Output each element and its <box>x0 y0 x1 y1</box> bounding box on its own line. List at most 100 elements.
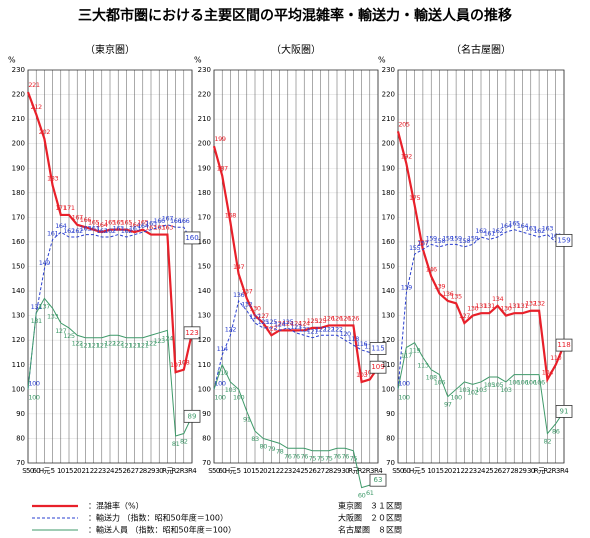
value-label: 163 <box>129 225 140 233</box>
value-label: 108 <box>178 359 189 367</box>
value-label: 166 <box>178 217 189 225</box>
value-label: 162 <box>63 227 74 235</box>
value-label: 122 <box>145 339 156 347</box>
y-tick-label: 110 <box>12 361 25 369</box>
y-tick-label: 150 <box>12 263 25 271</box>
y-tick-label: 230 <box>382 66 395 74</box>
value-label: 124 <box>274 320 285 328</box>
y-tick-label: 80 <box>16 434 25 442</box>
value-label: 159 <box>467 234 478 242</box>
value-label: 60 <box>358 492 366 500</box>
y-tick-label: 210 <box>198 115 211 123</box>
value-label: 110 <box>550 354 561 362</box>
value-label: 86 <box>552 428 560 436</box>
value-label: 134 <box>492 295 503 303</box>
y-tick-label: 110 <box>382 361 395 369</box>
value-label: 126 <box>340 314 351 322</box>
value-label: 78 <box>276 447 284 455</box>
value-label: 91 <box>243 415 251 423</box>
x-tick-label: 15 <box>65 467 73 475</box>
x-tick-label: R2 <box>358 467 366 475</box>
value-label: 125 <box>282 318 293 326</box>
y-tick-label: 140 <box>382 287 395 295</box>
value-label: 165 <box>121 219 132 227</box>
y-tick-label: 150 <box>198 263 211 271</box>
value-label: 108 <box>426 374 437 382</box>
value-label: 167 <box>72 214 83 222</box>
value-label: 165 <box>145 220 156 228</box>
value-label: 126 <box>348 314 359 322</box>
x-tick-label: S50 <box>208 467 220 475</box>
value-box <box>369 342 387 355</box>
value-label: 104 <box>542 368 553 376</box>
x-tick-label: R3 <box>180 467 188 475</box>
x-tick-label: 60 <box>218 467 226 475</box>
x-tick-label: 25 <box>300 467 308 475</box>
x-tick-label: 22 <box>90 467 98 475</box>
value-label: 100 <box>214 379 225 387</box>
value-label: 132 <box>533 300 544 308</box>
value-label: 100 <box>450 393 461 401</box>
value-label: 139 <box>434 283 445 291</box>
value-label: 121 <box>129 342 140 350</box>
value-label: 221 <box>28 81 39 89</box>
value-label: 125 <box>266 318 277 326</box>
value-label: 100 <box>214 393 225 401</box>
y-unit: % <box>8 56 16 65</box>
y-tick-label: 160 <box>382 238 395 246</box>
x-tick-label: 23 <box>284 467 292 475</box>
value-box <box>555 405 573 418</box>
y-tick-label: 190 <box>382 164 395 172</box>
value-label: 131 <box>509 302 520 310</box>
value-label: 100 <box>398 379 409 387</box>
x-tick-label: 24 <box>106 467 115 475</box>
x-tick-label: H元 <box>39 467 51 475</box>
y-tick-label: 80 <box>202 434 211 442</box>
x-tick-label: R3 <box>366 467 374 475</box>
y-tick-label: 100 <box>382 385 395 393</box>
value-label: 76 <box>292 452 300 460</box>
value-label: 163 <box>162 224 173 232</box>
value-label: 103 <box>459 386 470 394</box>
x-tick-label: R4 <box>374 467 383 475</box>
value-label: 164 <box>96 221 107 229</box>
plot-frame <box>27 69 193 464</box>
value-label: 164 <box>129 221 140 229</box>
y-tick-label: 70 <box>202 459 211 467</box>
value-label: 137 <box>241 287 252 295</box>
value-label: 110 <box>217 369 228 377</box>
x-tick-label: 28 <box>510 467 518 475</box>
value-label: 162 <box>72 227 83 235</box>
value-label: 103 <box>500 386 511 394</box>
note: 東京圏 ３１区間 <box>338 501 402 511</box>
y-tick-label: 130 <box>12 312 25 320</box>
y-tick-label: 220 <box>382 91 395 99</box>
x-tick-label: 26 <box>123 467 132 475</box>
value-label: 147 <box>233 263 244 271</box>
x-tick-label: R2 <box>172 467 180 475</box>
y-tick-label: 200 <box>12 140 25 148</box>
value-label: 163 <box>542 225 553 233</box>
value-label: 130 <box>249 305 260 313</box>
page-title: 三大都市圏における主要区間の平均混雑率・輸送力・輸送人員の推移 <box>78 7 512 24</box>
value-label: 132 <box>525 300 536 308</box>
value-box <box>555 338 573 352</box>
value-label: 162 <box>96 227 107 235</box>
value-label: 125 <box>258 318 269 326</box>
panel-title: （名古屋圏） <box>451 43 511 56</box>
value-label: 162 <box>492 227 503 235</box>
value-label: 139 <box>401 284 412 292</box>
value-label: 164 <box>517 222 528 230</box>
value-label: 75 <box>325 455 333 463</box>
x-tick-label: 25 <box>485 467 493 475</box>
y-tick-label: 180 <box>382 189 395 197</box>
x-tick-label: R2 <box>543 467 551 475</box>
value-box <box>369 360 387 374</box>
value-label: 122 <box>104 339 115 347</box>
value-label: 162 <box>104 227 115 235</box>
value-label: 127 <box>55 327 66 335</box>
value-label: 167 <box>162 215 173 223</box>
y-tick-label: 170 <box>12 213 25 221</box>
value-label: 163 <box>145 224 156 232</box>
